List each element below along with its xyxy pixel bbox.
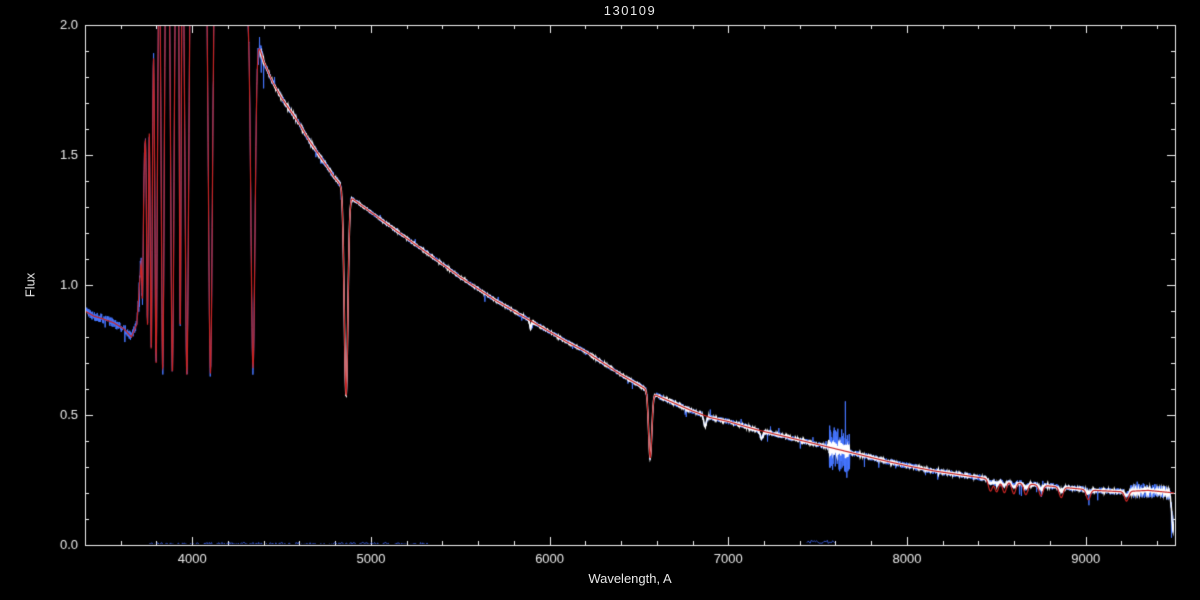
y-axis-label: Flux: [22, 272, 38, 298]
x-axis-label: Wavelength, A: [588, 571, 672, 586]
plot-title: 130109: [603, 3, 657, 18]
